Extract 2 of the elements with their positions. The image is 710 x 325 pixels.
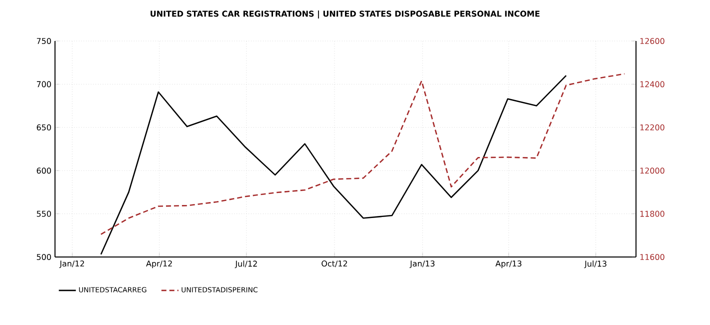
line-series (100, 73, 626, 235)
line-series (100, 74, 567, 256)
